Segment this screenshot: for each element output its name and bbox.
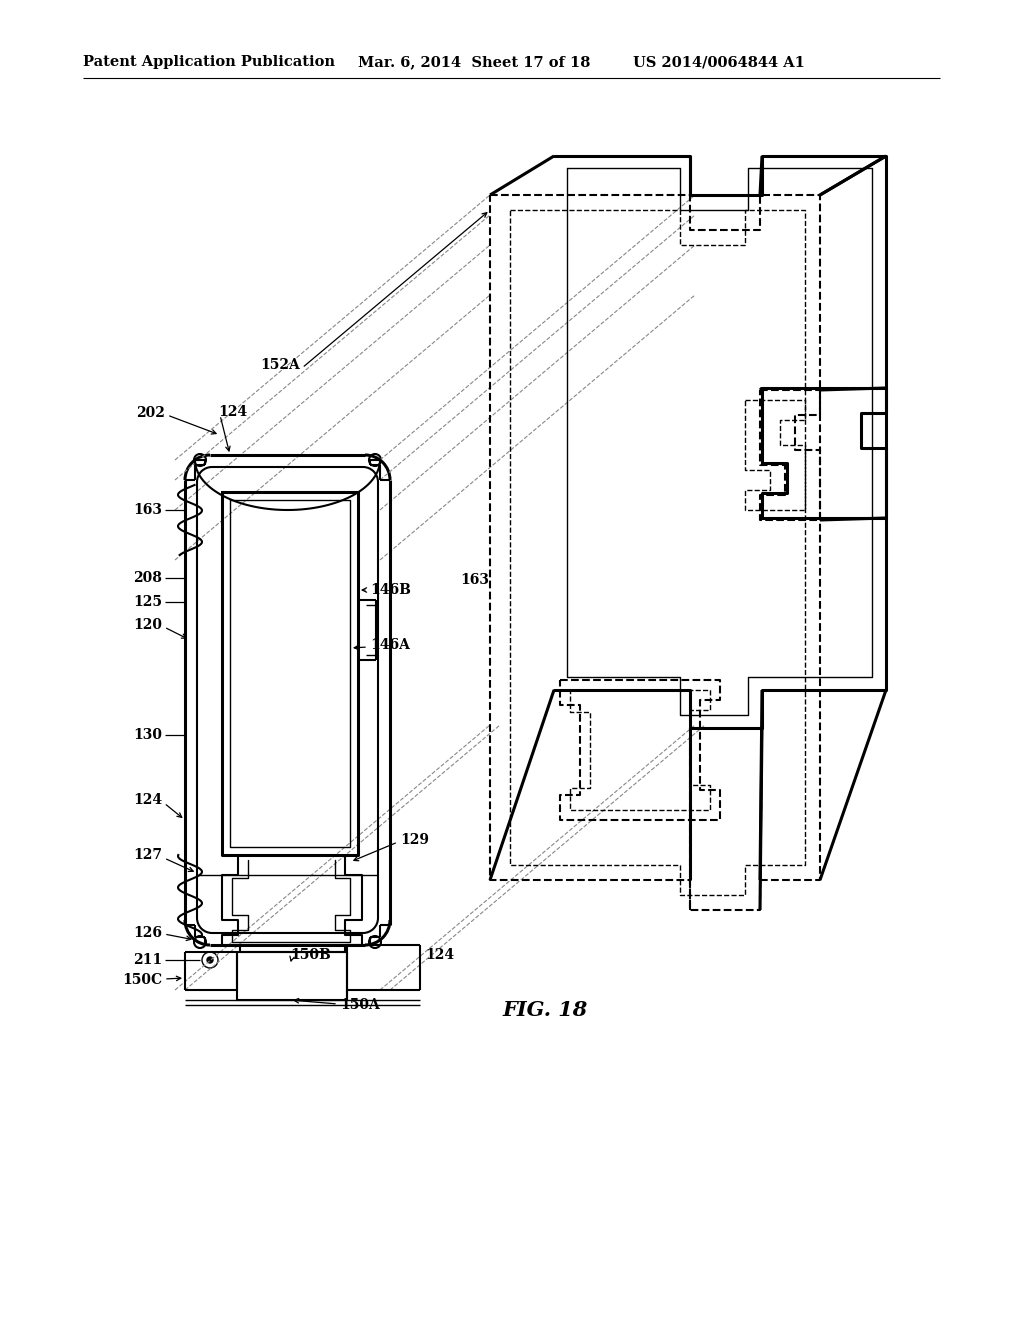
Text: 124: 124 [218, 405, 247, 418]
Text: 127: 127 [133, 847, 162, 862]
Text: 124: 124 [425, 948, 454, 962]
Text: 163: 163 [460, 573, 489, 587]
Text: 208: 208 [133, 572, 162, 585]
Text: 130: 130 [133, 729, 162, 742]
Text: 120: 120 [133, 618, 162, 632]
Text: 150A: 150A [340, 998, 380, 1012]
Text: FIG. 18: FIG. 18 [503, 1001, 588, 1020]
Text: 146B: 146B [370, 583, 411, 597]
Text: 126: 126 [133, 927, 162, 940]
Text: 146A: 146A [370, 638, 410, 652]
Text: 150B: 150B [290, 948, 331, 962]
Text: 129: 129 [400, 833, 429, 847]
Text: 163: 163 [133, 503, 162, 517]
Text: 211: 211 [133, 953, 162, 968]
Text: US 2014/0064844 A1: US 2014/0064844 A1 [633, 55, 805, 69]
Text: 150C: 150C [122, 973, 162, 987]
Text: 152A: 152A [260, 358, 300, 372]
Text: Patent Application Publication: Patent Application Publication [83, 55, 335, 69]
Text: Mar. 6, 2014  Sheet 17 of 18: Mar. 6, 2014 Sheet 17 of 18 [358, 55, 591, 69]
Text: 125: 125 [133, 595, 162, 609]
Text: 124: 124 [133, 793, 162, 807]
Circle shape [207, 957, 213, 964]
Text: 202: 202 [136, 407, 165, 420]
